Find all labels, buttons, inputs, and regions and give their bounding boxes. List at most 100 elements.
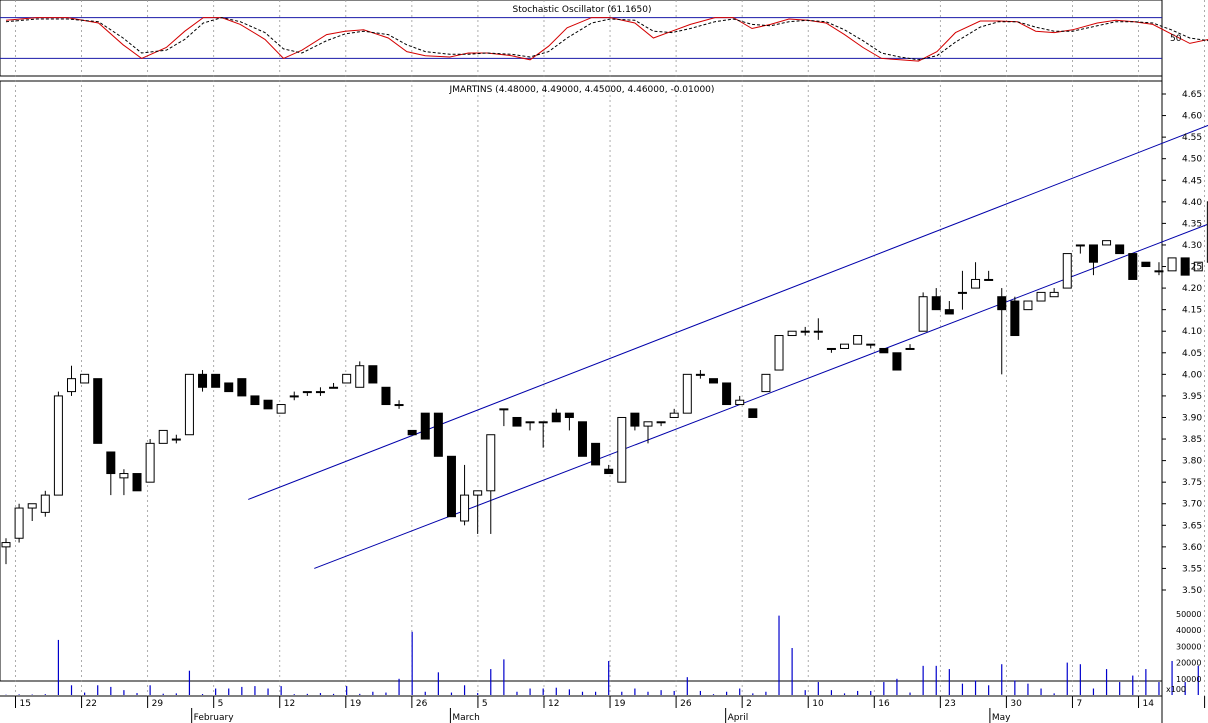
- stochastic-oscillator: 50: [0, 17, 1208, 62]
- month-label: March: [452, 713, 479, 723]
- day-label: 14: [1143, 699, 1155, 709]
- candle-body: [211, 373, 221, 388]
- price-tick-label: 4.05: [1182, 349, 1202, 359]
- price-tick-label: 4.35: [1182, 219, 1202, 229]
- vertical-gridlines: [15, 0, 1205, 696]
- candle-body: [1, 542, 11, 548]
- price-tick-label: 4.00: [1182, 370, 1202, 380]
- candle-body: [735, 399, 745, 406]
- price-tick-label: 3.75: [1182, 478, 1202, 488]
- candle-body: [774, 335, 784, 371]
- candle-body: [617, 416, 627, 483]
- candle-body: [302, 391, 312, 394]
- price-tick-label: 4.45: [1182, 176, 1202, 186]
- candle-body: [1115, 244, 1125, 255]
- volume-tick-label: 50000: [1176, 610, 1201, 619]
- candle-body: [250, 395, 260, 406]
- candle-body: [630, 412, 640, 427]
- candle-body: [1088, 244, 1098, 263]
- candle-body: [473, 490, 483, 496]
- candle-body: [1180, 257, 1190, 276]
- candle-body: [918, 296, 928, 332]
- candle-body: [315, 391, 325, 394]
- volume-tick-label: 30000: [1176, 642, 1201, 651]
- candle-body: [446, 455, 456, 518]
- candle-body: [368, 365, 378, 384]
- day-label: 5: [218, 699, 224, 709]
- candle-body: [381, 386, 391, 406]
- candle-body: [67, 378, 77, 393]
- volume-bars: 50000 40000 30000 20000 10000: [5, 610, 1201, 695]
- candle-body: [643, 421, 653, 427]
- price-tick-label: 4.20: [1182, 284, 1202, 294]
- candle-body: [145, 442, 155, 483]
- candle-body: [329, 386, 339, 389]
- candle-body: [879, 347, 889, 354]
- candle-body: [984, 278, 994, 281]
- price-tick-label: 3.95: [1182, 392, 1202, 402]
- price-title: JMARTINS (4.48000, 4.49000, 4.45000, 4.4…: [449, 85, 715, 95]
- price-tick-label: 4.55: [1182, 133, 1202, 143]
- candle-body: [1141, 261, 1151, 268]
- candle-body: [682, 373, 692, 414]
- candle-body: [551, 412, 561, 423]
- candle-body: [198, 373, 208, 388]
- candle-body: [1128, 253, 1138, 280]
- candle-body: [237, 378, 247, 397]
- candle-body: [591, 442, 601, 466]
- stochastic-title: Stochastic Oscillator (61.1650): [512, 5, 651, 15]
- stochastic-d-line: [5, 17, 1208, 61]
- day-label: 22: [86, 699, 97, 709]
- candle-body: [748, 408, 758, 418]
- candle-body: [564, 412, 574, 418]
- candle-body: [27, 503, 37, 509]
- price-tick-label: 4.60: [1182, 112, 1202, 122]
- candle-body: [119, 473, 129, 479]
- candle-body: [184, 373, 194, 436]
- day-label: 7: [1076, 699, 1082, 709]
- candle-body: [866, 343, 876, 346]
- candle-body: [826, 347, 836, 350]
- day-label: 23: [944, 699, 955, 709]
- candle-body: [93, 378, 103, 444]
- price-tick-label: 3.85: [1182, 435, 1202, 445]
- day-label: 26: [680, 699, 692, 709]
- day-label: 12: [284, 699, 295, 709]
- candle-body: [1075, 244, 1085, 247]
- candle-body: [407, 429, 417, 436]
- candlesticks: [1, 201, 1208, 565]
- candle-body: [263, 399, 273, 410]
- candle-body: [1102, 240, 1112, 246]
- candle-body: [342, 373, 352, 384]
- candle-body: [394, 404, 404, 407]
- candle-body: [931, 296, 941, 311]
- candle-body: [289, 395, 299, 398]
- candle-body: [132, 473, 142, 492]
- candle-body: [525, 421, 535, 424]
- candle-body: [1010, 300, 1020, 337]
- day-label: 15: [20, 699, 31, 709]
- candle-body: [944, 309, 954, 315]
- candle-body: [709, 378, 719, 384]
- candle-body: [355, 365, 365, 388]
- price-tick-label: 3.80: [1182, 457, 1202, 467]
- price-tick-label: 3.60: [1182, 543, 1202, 553]
- volume-tick-label: 10000: [1176, 675, 1201, 684]
- month-label: April: [728, 713, 749, 723]
- candle-body: [840, 343, 850, 349]
- candle-body: [420, 412, 430, 440]
- price-tick-label: 4.50: [1182, 155, 1202, 165]
- candle-body: [1049, 291, 1059, 298]
- price-axis: 4.65 4.60 4.55 4.50 4.45 4.40 4.35 4.30 4.25 4.20…: [1162, 90, 1202, 596]
- candle-body: [577, 421, 587, 457]
- candle-body: [656, 421, 666, 424]
- volume-tick-label: 40000: [1176, 626, 1201, 635]
- month-label: February: [194, 713, 235, 723]
- price-tick-label: 4.10: [1182, 327, 1202, 337]
- day-label: 5: [482, 699, 488, 709]
- day-label: 26: [416, 699, 428, 709]
- candle-body: [800, 330, 810, 333]
- candle-body: [171, 438, 181, 441]
- candle-body: [669, 412, 679, 418]
